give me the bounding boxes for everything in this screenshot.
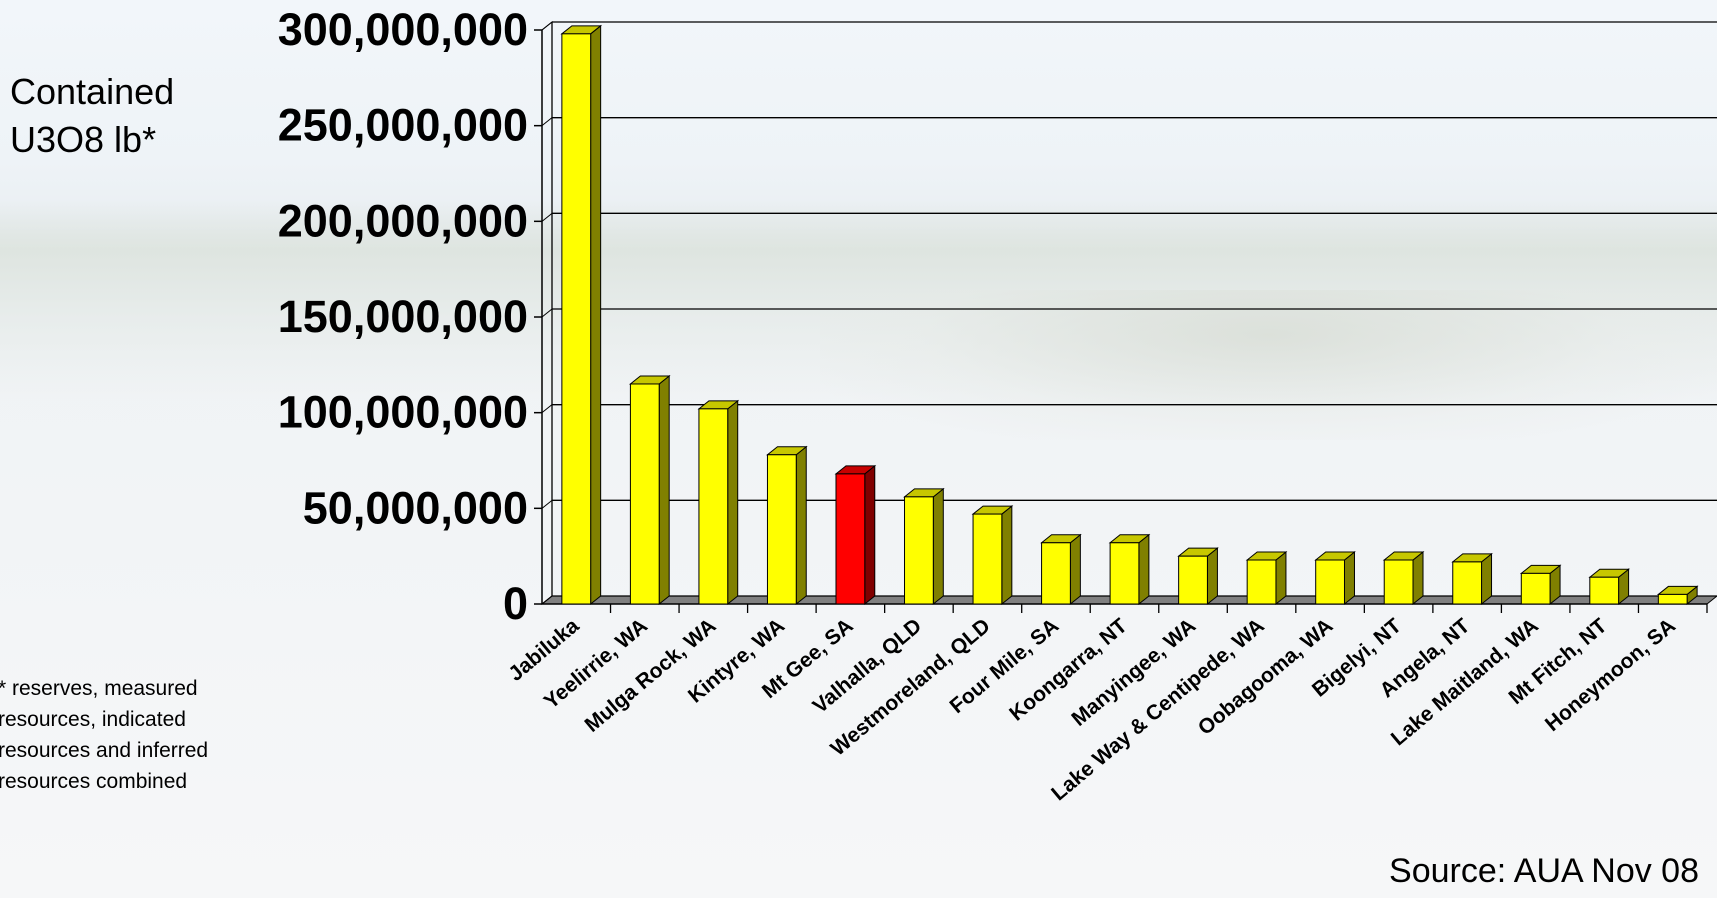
bar [1315, 559, 1345, 605]
gridline-wall-segment [541, 404, 553, 414]
bar-side [1275, 550, 1287, 606]
bar-side [727, 399, 739, 606]
bar-side [1412, 550, 1424, 606]
bar-side [1481, 552, 1493, 606]
bar-side [1206, 547, 1218, 606]
bar-side [590, 24, 602, 606]
bar-side [1001, 505, 1013, 606]
bar [1452, 561, 1483, 605]
y-tick-label: 250,000,000 [278, 100, 528, 151]
footnote: * reserves, measured resources, indicate… [0, 677, 209, 793]
bar [629, 383, 660, 605]
bar [561, 33, 592, 605]
gridline-wall-segment [541, 499, 553, 509]
y-tick-label: 50,000,000 [303, 482, 528, 533]
x-tick-label: Manyingee, WA [1067, 614, 1200, 731]
bar [1041, 542, 1071, 605]
y-tick-label: 0 [503, 578, 528, 629]
bar [1246, 559, 1277, 605]
gridline-wall-segment [541, 595, 553, 605]
background-cliff [820, 290, 1717, 440]
gridline-wall-segment [541, 308, 553, 318]
gridline-wall-segment [541, 117, 553, 127]
y-tick-label: 150,000,000 [278, 291, 528, 342]
bar-side [658, 374, 670, 606]
bar [1178, 555, 1208, 605]
bar-side [795, 445, 807, 606]
y-tick-label: 100,000,000 [278, 387, 528, 438]
bar [972, 513, 1003, 605]
y-axis-label: Contained U3O8 lb* [10, 68, 174, 164]
source-note: Source: AUA Nov 08 [1389, 852, 1699, 890]
bar [904, 496, 934, 605]
gridline-wall-segment [541, 212, 553, 222]
y-axis-label-line-1: Contained [10, 71, 175, 112]
y-tick-label: 200,000,000 [278, 195, 528, 246]
y-tick-label: 300,000,000 [278, 4, 528, 55]
bar [1657, 593, 1688, 605]
y-axis-label-line-2: U3O8 lb* [10, 119, 157, 160]
bar [1109, 542, 1140, 605]
bar [1520, 572, 1551, 605]
bar-side [1138, 533, 1150, 606]
bar [766, 454, 797, 605]
bar [1383, 559, 1414, 605]
bar-side [932, 487, 944, 606]
bar-side [864, 464, 876, 606]
gridline-wall-segment [541, 21, 553, 31]
bar-side [1069, 533, 1081, 606]
x-tick-label: Koongarra, NT [1005, 614, 1132, 725]
bar-side [1343, 550, 1355, 606]
bar [835, 473, 866, 605]
bar [1589, 576, 1620, 605]
bar [698, 408, 729, 605]
